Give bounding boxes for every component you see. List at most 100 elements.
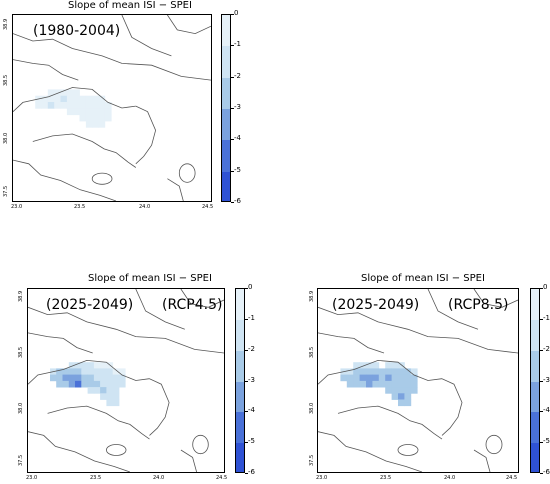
- grid-cell: [73, 89, 80, 97]
- grid-cell: [372, 380, 380, 388]
- colorbar-segment: [531, 381, 539, 413]
- grid-cell: [391, 368, 399, 375]
- colorbar-tick: [245, 288, 248, 289]
- grid-cell: [81, 362, 88, 369]
- grid-cell: [93, 387, 101, 394]
- grid-cell: [62, 374, 70, 382]
- grid-cell: [66, 102, 74, 109]
- y-tick: 37.5: [3, 185, 9, 197]
- grid-cell: [81, 374, 88, 382]
- colorbar-label: -1: [248, 313, 255, 322]
- grid-cell: [410, 387, 418, 394]
- grid-cell: [398, 380, 405, 388]
- grid-cell: [391, 387, 399, 394]
- grid-cell: [385, 387, 392, 394]
- period-label: (2025-2049): [332, 297, 420, 313]
- coastline: [32, 133, 137, 168]
- grid-cell: [100, 368, 107, 375]
- colorbar-label: -2: [234, 71, 241, 80]
- grid-cell: [366, 368, 373, 375]
- x-tick: 23.0: [26, 475, 38, 481]
- grid-cell: [41, 95, 49, 103]
- grid-cell: [60, 102, 68, 109]
- colorbar-tick: [245, 318, 248, 320]
- grid-cell: [410, 374, 418, 382]
- grid-cell: [85, 121, 93, 128]
- colorbar-label: -5: [543, 437, 550, 446]
- colorbar-label: -2: [543, 344, 550, 353]
- colorbar-segment: [236, 443, 244, 472]
- colorbar-label: -4: [248, 406, 255, 415]
- panel-title: Slope of mean ISI − SPEI: [68, 0, 192, 11]
- coastline: [318, 359, 443, 385]
- island: [485, 434, 503, 455]
- panel-title: Slope of mean ISI − SPEI: [88, 273, 212, 284]
- grid-cell: [112, 368, 120, 375]
- coastline: [121, 15, 172, 57]
- x-tick: 24.0: [153, 475, 165, 481]
- colorbar-tick: [540, 411, 543, 413]
- colorbar-label: -1: [543, 313, 550, 322]
- colorbar-tick: [245, 349, 248, 351]
- grid-cell: [93, 368, 101, 375]
- grid-cell: [391, 374, 399, 382]
- coastline: [149, 378, 170, 436]
- grid-cell: [391, 362, 399, 369]
- island: [178, 163, 196, 183]
- grid-cell: [75, 362, 82, 369]
- coastline: [28, 332, 93, 354]
- grid-cell: [98, 102, 106, 109]
- grid-cell: [85, 95, 93, 103]
- grid-cell: [100, 362, 107, 369]
- grid-cell: [340, 374, 348, 382]
- coastline: [318, 332, 385, 354]
- grid-cell: [93, 374, 101, 382]
- coastline: [180, 449, 197, 472]
- grid-cell: [87, 362, 95, 369]
- colorbar-segment: [236, 289, 244, 321]
- colorbar-tick: [231, 45, 234, 47]
- coastline: [167, 15, 211, 35]
- grid-cell: [98, 114, 106, 122]
- grid-cell: [66, 108, 74, 116]
- grid-cell: [404, 393, 412, 400]
- island: [192, 434, 209, 455]
- colorbar-tick: [245, 411, 248, 413]
- grid-cell: [398, 374, 405, 382]
- coastline: [318, 431, 423, 472]
- grid-cell: [68, 362, 76, 369]
- grid-cell: [106, 374, 114, 382]
- y-tick: 38.9: [18, 290, 24, 302]
- colorbar-segment: [222, 46, 230, 79]
- coastline: [318, 306, 518, 354]
- grid-cell: [106, 380, 114, 388]
- colorbar-label: -4: [234, 134, 241, 143]
- grid-cell: [106, 362, 114, 369]
- colorbar-segment: [222, 77, 230, 110]
- grid-cell: [118, 380, 126, 388]
- colorbar-label: -2: [248, 344, 255, 353]
- y-tick: 38.9: [3, 18, 9, 30]
- grid-cell: [366, 362, 373, 369]
- grid-cell: [68, 368, 76, 375]
- grid-cell: [50, 374, 57, 382]
- grid-cell: [385, 380, 392, 388]
- scenario-label: (RCP4.5): [162, 297, 223, 313]
- grid-cell: [106, 399, 114, 407]
- island: [105, 444, 127, 456]
- coastline: [13, 33, 211, 81]
- grid-cell: [100, 387, 107, 394]
- colorbar-segment: [222, 140, 230, 173]
- x-tick: 24.5: [216, 475, 228, 481]
- x-tick: 23.0: [316, 475, 328, 481]
- colorbar-tick: [540, 349, 543, 351]
- map-frame: [12, 14, 212, 202]
- grid-cell: [66, 95, 74, 103]
- colorbar-tick: [540, 380, 543, 382]
- map-canvas: [13, 15, 211, 201]
- grid-cell: [104, 102, 112, 109]
- y-tick: 38.5: [18, 346, 24, 358]
- grid-cell: [81, 368, 88, 375]
- grid-cell: [92, 108, 99, 116]
- grid-cell: [75, 380, 82, 388]
